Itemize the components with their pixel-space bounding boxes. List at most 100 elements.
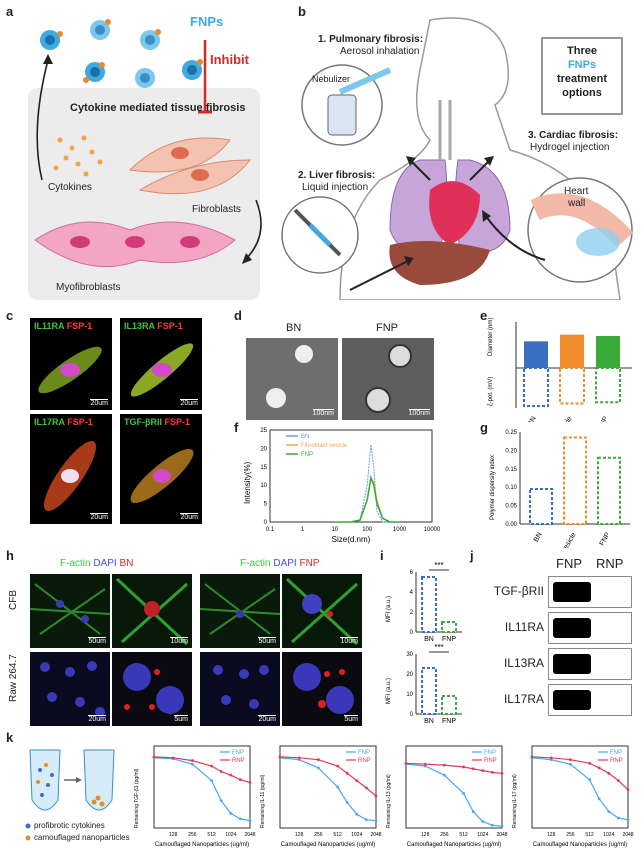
k-legend-label: FNP	[610, 750, 622, 756]
k-xtick-label: 512	[585, 832, 594, 838]
panel-label-k: k	[6, 730, 14, 745]
inhibit-label: Inhibit	[210, 52, 249, 67]
k-xtick-label: 1024	[603, 832, 614, 838]
wb-blot-il17ra	[548, 684, 632, 716]
k-data-point	[278, 755, 282, 759]
k-xlabel: Camouflaged Nanoparticles (ug/ml)	[407, 842, 501, 848]
chart-k-il11: 128 256 512 1024 2048 Camouflaged Nanoparticl…	[260, 745, 382, 848]
k-legend-label: RNP	[232, 758, 245, 764]
k-data-point	[355, 779, 359, 783]
i-bar-bottom	[441, 695, 457, 715]
k-xtick-label: 128	[547, 832, 556, 838]
k-data-point	[364, 818, 368, 822]
k-data-point	[210, 779, 213, 783]
e-category-label: BN	[527, 416, 538, 423]
i-ytick-label: 4	[410, 590, 414, 596]
h-left-header: F-actin DAPI BN	[60, 558, 133, 569]
fsp1-label: FSP-1	[164, 417, 191, 427]
k-data-point	[297, 756, 301, 760]
tem-image-bn: 100nm	[246, 338, 338, 420]
f-xtick-label: 0.1	[266, 527, 275, 533]
three-options-box: Three FNPs treatment options	[542, 44, 622, 100]
f-xtick-label: 10000	[424, 527, 440, 533]
il13ra-label: IL13RA	[124, 321, 155, 331]
k-xtick-label: 1024	[477, 832, 488, 838]
k-data-point	[588, 778, 591, 782]
k-ylabel: Remaining IL-13 (pg/ml)	[386, 774, 392, 828]
f-series-line	[334, 444, 400, 523]
i-category-label: BN	[424, 636, 434, 643]
h-raw-fnp-overview: 20um	[200, 652, 280, 726]
k-legend-label: RNP	[358, 758, 371, 764]
panel-label-b: b	[298, 4, 306, 19]
nebulizer-label: Nebulizer	[312, 74, 351, 84]
e-bar-zeta	[523, 367, 549, 407]
scale-bar: 10um	[170, 637, 188, 645]
k-data-point	[219, 770, 223, 773]
wb-band	[553, 654, 591, 674]
pulmonary-title: 1. Pulmonary fibrosis:	[318, 34, 424, 45]
f-ylabel: Intensity(%)	[243, 461, 252, 504]
box-line-4: options	[562, 87, 602, 99]
chart-f-size-distribution: 0 5 10 15 20 25 0.1 1 10 100 1000 10000 Size(d.nm) In…	[243, 428, 440, 544]
g-category-label: BN	[533, 532, 544, 544]
i-ytick-label: 2	[410, 610, 414, 616]
k-data-point	[248, 819, 252, 823]
k-xtick-label: 2048	[622, 832, 633, 838]
micrograph-il11ra: IL11RA FSP-1 20um	[30, 318, 112, 410]
micrograph-tgfbrii: TGF-βRII FSP-1 20um	[120, 414, 202, 524]
i-ytick-label: 20	[406, 672, 413, 678]
k-data-point	[443, 773, 446, 777]
f-ytick-label: 10	[260, 483, 267, 489]
i-bar-top	[421, 576, 437, 633]
k-data-point	[626, 788, 630, 792]
micrograph-il13ra: IL13RA FSP-1 20um	[120, 318, 202, 410]
i-ytick-label: 0	[410, 630, 414, 636]
e-bar-diameter	[560, 334, 584, 368]
fsp1-label: FSP-1	[67, 417, 93, 427]
k-data-point	[462, 791, 465, 795]
wb-blot-tgfbrii	[548, 576, 632, 608]
f-xtick-label: 10	[331, 527, 338, 533]
f-legend-label: BN	[301, 434, 309, 440]
k-data-point	[549, 756, 553, 760]
k-xtick-label: 512	[459, 832, 468, 838]
f-xtick-label: 1000	[393, 527, 407, 533]
k-data-point	[219, 799, 223, 803]
k-series-line	[279, 756, 377, 797]
k-data-point	[500, 771, 504, 775]
panel-label-h: h	[6, 548, 14, 563]
row-label-raw: Raw 264.7	[8, 654, 19, 702]
f-legend-label: Fibroblast vesicle	[301, 443, 348, 449]
panel-label-g: g	[480, 420, 488, 435]
tgfbrii-label: TGF-βRII	[124, 417, 162, 427]
scale-bar: 20um	[258, 715, 276, 723]
panel-label-f: f	[234, 420, 239, 435]
i-bar-bottom	[421, 667, 437, 715]
f-ytick-label: 15	[260, 465, 267, 471]
g-ytick-label: 0.15	[505, 467, 517, 473]
k-xtick-label: 2048	[244, 832, 255, 838]
panel-a-background	[28, 88, 260, 300]
k-data-point	[238, 817, 242, 821]
panel-label-a: a	[6, 4, 14, 19]
k-data-point	[443, 763, 446, 767]
k-data-point	[336, 764, 339, 768]
panel-label-j: j	[470, 548, 474, 563]
panel-a-illustration	[34, 19, 262, 268]
wb-blot-il13ra	[548, 648, 632, 680]
k-data-point	[345, 771, 349, 775]
micrograph-il17ra: IL17RA FSP-1 20um	[30, 414, 112, 524]
chart-e-diameter-zeta: Diameter (nm) ζ-pot. (mV) BN FB vesicle FNP	[488, 318, 632, 423]
k-data-point	[191, 762, 194, 766]
e-category-label: FB vesicle	[552, 415, 574, 422]
cytokine-fibrosis-title: Cytokine mediated tissue fibrosis	[70, 102, 246, 114]
k-data-point	[569, 762, 572, 766]
wb-label-tgfbrii: TGF-βRII	[493, 584, 544, 598]
k-data-point	[616, 779, 620, 783]
k-xtick-label: 2048	[496, 832, 507, 838]
f-xtick-label: 100	[362, 527, 373, 533]
k-legend-label: FNP	[484, 750, 496, 756]
g-ytick-label: 0.00	[505, 522, 517, 528]
